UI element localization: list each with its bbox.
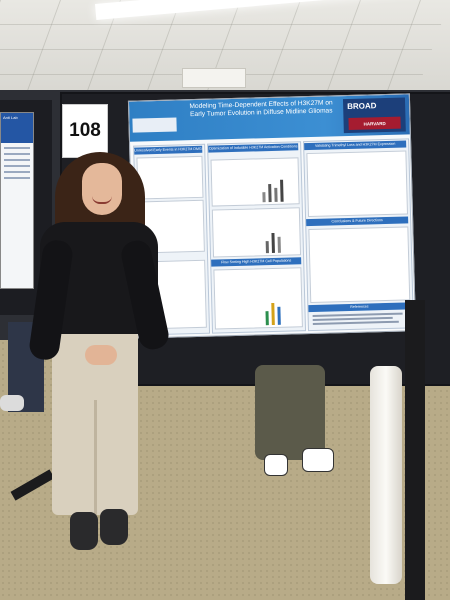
presenter-pants-seam [94, 400, 97, 515]
presenter-shoe [100, 509, 128, 545]
poster-tube [370, 366, 402, 584]
background-person-legs [255, 365, 325, 460]
presenter-face [82, 163, 122, 215]
left-poster-line [4, 177, 30, 179]
left-poster-line [4, 147, 30, 149]
board-stand [405, 300, 425, 600]
background-person-shoe [264, 454, 288, 476]
background-person-shoe [0, 395, 24, 411]
ceiling-vent [182, 68, 246, 88]
presenter-shoe [70, 512, 98, 550]
left-poster-line [4, 153, 30, 155]
background-person-shoe [302, 448, 334, 472]
left-poster-line [4, 165, 30, 167]
left-poster-title: Anti Lab [1, 113, 33, 143]
left-poster-line [4, 159, 30, 161]
left-poster: Anti Lab [0, 112, 34, 289]
presenter-hands [85, 345, 117, 365]
booth-number-card: 108 [62, 104, 108, 158]
left-poster-line [4, 171, 30, 173]
presenter-smile [92, 196, 112, 204]
